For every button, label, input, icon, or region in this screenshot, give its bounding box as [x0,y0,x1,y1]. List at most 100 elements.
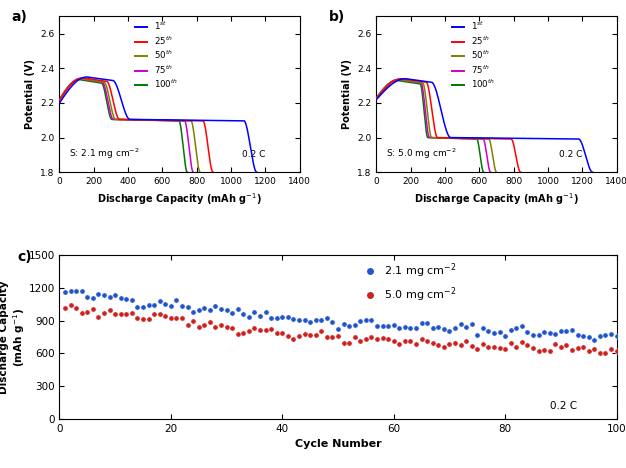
Point [394,340,404,348]
Point [316,316,326,324]
Point [606,331,616,338]
Point [177,315,187,322]
Point [205,318,215,326]
Point [461,323,471,331]
Point [205,307,215,314]
Point [612,347,622,354]
Legend: 1$^{st}$, 25$^{th}$, 50$^{th}$, 75$^{th}$, 100$^{th}$: 1$^{st}$, 25$^{th}$, 50$^{th}$, 75$^{th}… [448,16,499,94]
Point [305,331,315,338]
Point [322,314,332,322]
Point [77,309,87,316]
Point [550,331,560,338]
Point [310,316,321,324]
Point [327,318,337,326]
Point [71,287,81,295]
Point [372,335,382,342]
Point [172,314,182,322]
Point [495,328,505,336]
Point [188,318,198,325]
Point [573,331,583,339]
Point [99,309,109,317]
Point [428,324,438,332]
Point [612,332,622,340]
Point [422,319,432,327]
Point [511,343,521,351]
Point [356,337,366,345]
Point [272,329,282,337]
Point [60,289,70,296]
Point [595,332,605,339]
Y-axis label: Discharge Capacity
(mAh g$^{-1}$): Discharge Capacity (mAh g$^{-1}$) [0,280,27,394]
Point [244,313,254,321]
Point [595,349,605,357]
X-axis label: Discharge Capacity (mAh g$^{-1}$): Discharge Capacity (mAh g$^{-1}$) [414,191,579,207]
Point [461,337,471,345]
Point [467,320,477,328]
Point [155,298,165,305]
Point [116,294,126,301]
Point [444,327,454,335]
Point [417,335,427,343]
Point [433,341,443,349]
Point [562,328,572,335]
Point [433,323,443,330]
Point [99,292,109,299]
Point [567,346,577,354]
Point [249,308,259,315]
Point [93,290,103,298]
Point [66,288,76,295]
Point [222,324,232,331]
Point [589,345,599,353]
Point [327,333,337,341]
Point [356,318,366,325]
Point [344,322,354,329]
Point [550,340,560,348]
Point [333,332,343,340]
Point [183,321,193,329]
Point [216,321,226,329]
Point [166,302,176,309]
Point [417,319,427,327]
Point [489,329,499,336]
Point [422,337,432,344]
Point [255,312,265,320]
Point [444,341,454,348]
Point [82,308,93,316]
Point [149,310,159,318]
Point [400,323,410,330]
Point [289,316,299,323]
Point [495,344,505,352]
Point [472,331,482,339]
X-axis label: Discharge Capacity (mAh g$^{-1}$): Discharge Capacity (mAh g$^{-1}$) [97,191,262,207]
Text: S: 5.0 mg cm$^{-2}$: S: 5.0 mg cm$^{-2}$ [386,146,457,161]
Point [506,339,516,347]
Point [272,314,282,322]
Point [545,329,555,337]
Point [383,322,393,330]
Point [339,340,349,347]
Y-axis label: Potential (V): Potential (V) [24,59,34,129]
Legend: 1$^{st}$, 25$^{th}$, 50$^{th}$, 75$^{th}$, 100$^{th}$: 1$^{st}$, 25$^{th}$, 50$^{th}$, 75$^{th}… [131,16,182,94]
Point [260,309,270,316]
Point [478,340,488,347]
Point [133,303,143,310]
Point [138,315,148,322]
Text: 0.2 C: 0.2 C [550,401,577,411]
Point [160,312,170,320]
Point [528,331,538,338]
Point [305,319,315,326]
Point [160,300,170,307]
Point [227,324,237,331]
Point [467,342,477,350]
Point [556,344,566,351]
Point [289,335,299,343]
Point [300,316,310,324]
Point [222,307,232,314]
Point [249,324,259,332]
Point [456,341,466,349]
Point [194,307,204,314]
Point [110,310,120,318]
Point [517,339,527,346]
Point [166,314,176,322]
Point [389,322,399,329]
